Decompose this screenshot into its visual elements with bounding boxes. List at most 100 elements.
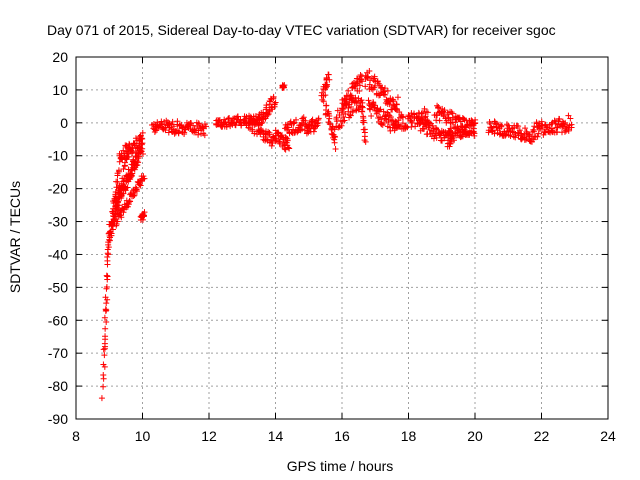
data-point xyxy=(503,121,510,128)
data-point xyxy=(433,111,440,118)
data-point xyxy=(430,135,437,142)
data-point xyxy=(446,140,453,147)
data-point xyxy=(426,122,433,129)
data-point xyxy=(174,118,181,125)
data-point xyxy=(114,218,121,225)
data-point xyxy=(526,132,533,139)
data-point xyxy=(323,102,330,109)
data-point xyxy=(181,129,188,136)
data-point xyxy=(281,82,288,89)
data-point xyxy=(299,126,306,133)
data-point xyxy=(134,144,141,151)
data-point xyxy=(450,137,457,144)
data-point xyxy=(293,116,300,123)
data-point xyxy=(368,112,375,119)
data-point xyxy=(102,307,109,314)
data-point xyxy=(102,325,109,332)
data-point xyxy=(381,85,388,92)
data-point xyxy=(309,116,316,123)
data-point xyxy=(116,195,123,202)
data-point xyxy=(356,82,363,89)
data-point xyxy=(273,137,280,144)
data-point xyxy=(459,133,466,140)
data-point xyxy=(448,128,455,135)
x-tick-label: 22 xyxy=(534,428,550,444)
data-point xyxy=(126,197,133,204)
data-point xyxy=(101,363,108,370)
data-point xyxy=(103,318,110,325)
data-point xyxy=(531,128,538,135)
data-point xyxy=(136,140,143,147)
data-point xyxy=(448,109,455,116)
x-tick-label: 18 xyxy=(401,428,417,444)
data-point xyxy=(131,166,138,173)
data-point xyxy=(408,118,415,125)
data-point xyxy=(534,133,541,140)
axis-ticks: 8 10 12 14 16 18 20 22 24 20 10 0 -10 -20 -30 -40 -50 -60… xyxy=(48,49,616,444)
data-point xyxy=(300,114,307,121)
y-tick-label: -50 xyxy=(48,279,68,295)
data-point xyxy=(567,115,574,122)
data-point xyxy=(354,87,361,94)
data-point xyxy=(361,126,368,133)
data-point xyxy=(118,214,125,221)
data-point xyxy=(472,120,479,127)
data-point xyxy=(139,135,146,142)
data-point xyxy=(264,111,271,118)
data-point xyxy=(424,109,431,116)
data-point xyxy=(100,371,107,378)
data-point xyxy=(386,112,393,119)
data-point xyxy=(169,118,176,125)
data-point xyxy=(538,118,545,125)
data-point xyxy=(365,97,372,104)
data-point xyxy=(133,162,140,169)
data-point xyxy=(133,186,140,193)
data-point xyxy=(104,296,111,303)
data-point xyxy=(101,314,108,321)
data-point xyxy=(568,124,575,131)
data-point xyxy=(505,122,512,129)
data-point xyxy=(360,119,367,126)
data-point xyxy=(340,114,347,121)
data-point xyxy=(109,218,116,225)
data-point xyxy=(400,114,407,121)
data-point xyxy=(358,97,365,104)
data-point xyxy=(305,129,312,136)
data-point xyxy=(138,148,145,155)
x-tick-label: 16 xyxy=(334,428,350,444)
data-point xyxy=(319,96,326,103)
data-point xyxy=(130,193,137,200)
data-point xyxy=(170,123,177,130)
data-point xyxy=(115,168,122,175)
data-point xyxy=(120,209,127,216)
data-point xyxy=(113,203,120,210)
data-point xyxy=(319,89,326,96)
data-point xyxy=(122,184,129,191)
data-point xyxy=(326,76,333,83)
data-point xyxy=(359,108,366,115)
data-point xyxy=(348,92,355,99)
data-point xyxy=(376,92,383,99)
data-point xyxy=(349,107,356,114)
y-tick-label: -10 xyxy=(48,148,68,164)
data-point xyxy=(135,159,142,166)
data-point xyxy=(121,184,128,191)
data-point xyxy=(323,76,330,83)
data-point xyxy=(128,161,135,168)
data-point xyxy=(302,117,309,124)
data-point xyxy=(141,175,148,182)
data-point xyxy=(263,104,270,111)
data-point xyxy=(286,145,293,152)
data-point xyxy=(345,87,352,94)
x-tick-label: 8 xyxy=(72,428,80,444)
x-tick-label: 12 xyxy=(201,428,217,444)
data-point xyxy=(121,162,128,169)
data-point xyxy=(437,131,444,138)
data-point xyxy=(390,98,397,105)
data-point xyxy=(346,99,353,106)
data-point xyxy=(101,352,108,359)
data-point xyxy=(139,216,146,223)
data-point xyxy=(129,170,136,177)
data-point xyxy=(331,139,338,146)
data-point xyxy=(290,120,297,127)
